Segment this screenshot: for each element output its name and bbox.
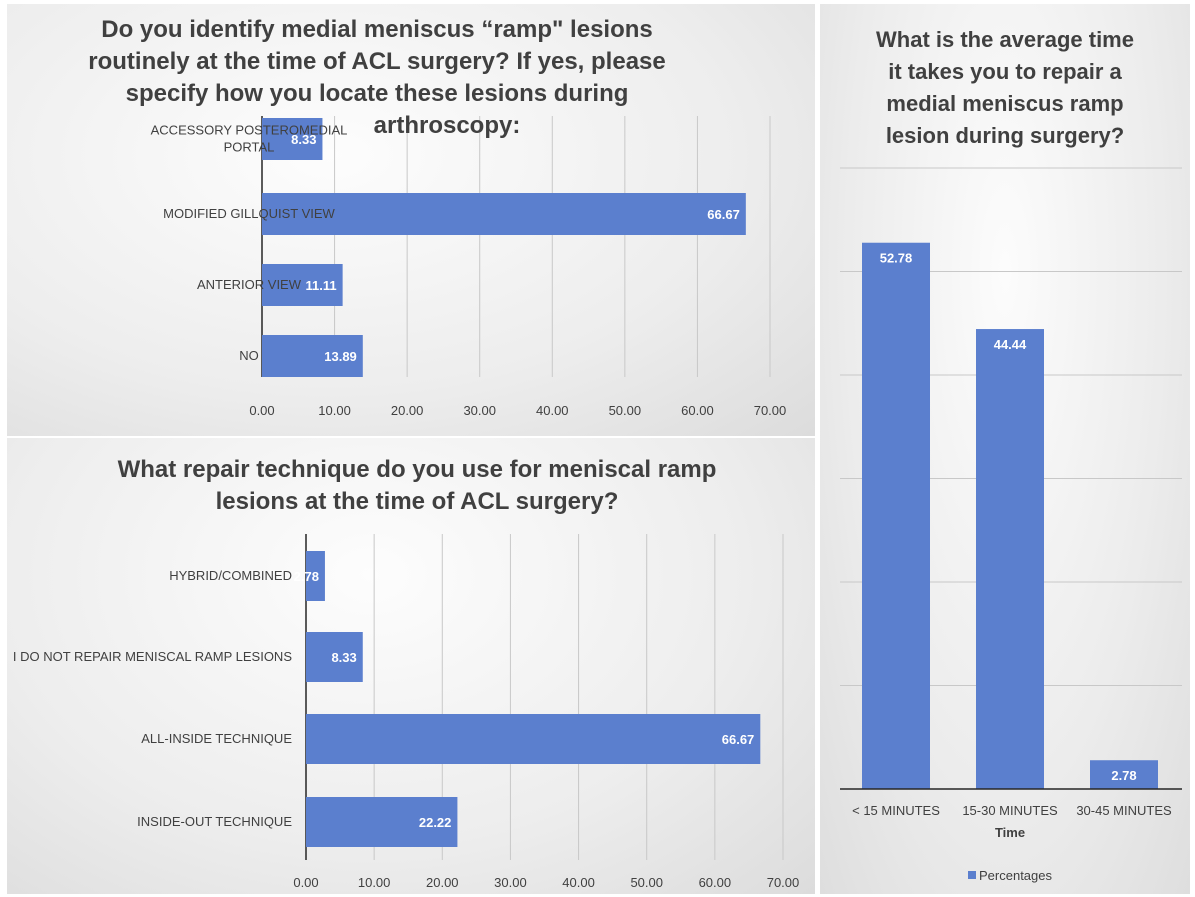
bar-value-label: 8.33 [291,132,316,147]
bar [976,329,1044,789]
bar-value-label: 22.22 [419,815,452,830]
x-tick-label: 10.00 [358,875,391,890]
bar [262,264,343,306]
category-label: HYBRID/COMBINED [169,568,292,583]
x-tick-label: 20.00 [391,403,424,418]
chart-panel-ramp-identification: 0.00 10.00 20.00 30.00 40.00 50.00 60.00 70.00 8… [7,4,815,436]
x-tick-label: 0.00 [249,403,274,418]
bar-value-label: 11.11 [306,278,337,293]
x-tick-label: 0.00 [293,875,318,890]
bar-value-label: 66.67 [722,732,755,747]
bar [262,193,746,235]
title-line: routinely at the time of ACL surgery? If… [88,48,666,75]
x-axis-title: Time [995,825,1025,840]
bar-value-label: 13.89 [324,349,357,364]
bar-value-label: 2.78 [1111,768,1136,783]
title-line: What repair technique do you use for men… [117,456,717,483]
category-label: ACCESSORY POSTEROMEDIAL [151,123,348,138]
bar-value-label: 2.78 [294,569,319,584]
category-label: ANTERIOR VIEW [197,277,302,292]
bar-value-label: 44.44 [994,337,1027,352]
title-line: lesions at the time of ACL surgery? [215,488,619,515]
x-tick-label: 60.00 [699,875,732,890]
category-label: NO [239,348,259,363]
x-tick-label: 10.00 [318,403,351,418]
chart-title-repair-time: What is the average time it takes you to… [830,24,1180,152]
bar-value-label: 52.78 [880,251,913,266]
x-tick-label: 40.00 [536,403,569,418]
category-label: I DO NOT REPAIR MENISCAL RAMP LESIONS [13,649,292,664]
chart-title-repair-technique: What repair technique do you use for men… [67,454,767,518]
x-tick-label: < 15 MINUTES [852,803,940,818]
x-tick-label: 30-45 MINUTES [1076,803,1172,818]
bar-value-label: 66.67 [707,207,740,222]
bar [862,242,930,790]
chart-panel-repair-time: 52.78 < 15 MINUTES 44.44 15-30 MINUTES 2.78 3… [820,4,1190,894]
bar [262,335,363,377]
title-line: specify how you locate these lesions dur… [125,80,629,107]
x-tick-label: 30.00 [463,403,496,418]
category-label: INSIDE-OUT TECHNIQUE [137,814,292,829]
x-tick-label: 20.00 [426,875,459,890]
x-tick-label: 40.00 [562,875,595,890]
chart-panel-repair-technique: 0.00 10.00 20.00 30.00 40.00 50.00 60.00 70.00 2… [7,438,815,894]
title-line: What is the average time [876,27,1134,52]
title-line: medial meniscus ramp [886,91,1124,116]
chart-title-ramp-identification: Do you identify medial meniscus “ramp" l… [67,14,687,142]
x-tick-label: 30.00 [494,875,527,890]
chart-ramp-identification: 0.00 10.00 20.00 30.00 40.00 50.00 60.00 70.00 8… [151,116,787,418]
bar [262,118,323,160]
bar [306,714,761,764]
x-tick-label: 50.00 [630,875,663,890]
x-tick-label: 70.00 [754,403,787,418]
x-tick-label: 70.00 [767,875,800,890]
bar [306,551,325,601]
title-line: it takes you to repair a [888,59,1122,84]
category-label: ALL-INSIDE TECHNIQUE [141,731,292,746]
chart-repair-time: 52.78 < 15 MINUTES 44.44 15-30 MINUTES 2.78 3… [840,167,1182,883]
x-tick-label: 50.00 [609,403,642,418]
bar [306,797,458,847]
bar-value-label: 8.33 [331,650,356,665]
bar [306,632,363,682]
legend-label: Percentages [979,868,1052,883]
x-tick-label: 15-30 MINUTES [962,803,1058,818]
title-line: Do you identify medial meniscus “ramp" l… [101,16,653,43]
x-tick-label: 60.00 [681,403,714,418]
legend-swatch [968,871,976,879]
category-label: PORTAL [224,140,275,155]
chart-repair-technique: 0.00 10.00 20.00 30.00 40.00 50.00 60.00 70.00 2… [13,534,800,890]
title-line: arthroscopy: [373,112,521,139]
category-label: MODIFIED GILLQUIST VIEW [163,206,335,221]
bar [1090,760,1158,789]
title-line: lesion during surgery? [885,123,1125,148]
